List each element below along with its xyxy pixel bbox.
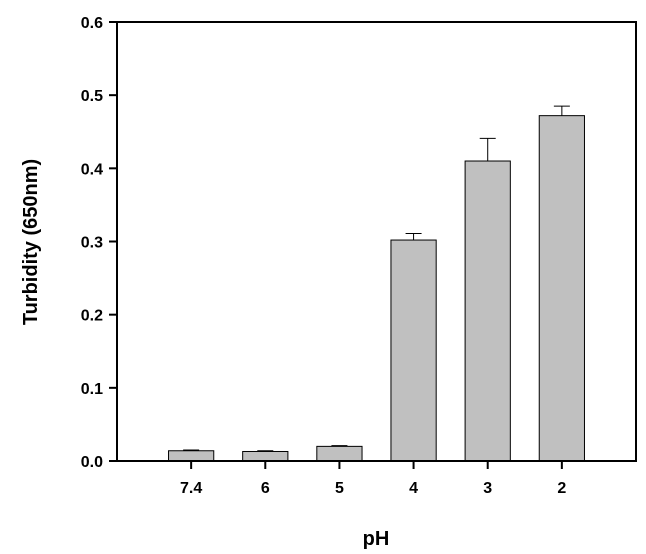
y-tick-label: 0.2 xyxy=(81,308,103,325)
y-tick-label: 0.1 xyxy=(81,381,103,398)
y-tick-label: 0.6 xyxy=(81,15,103,32)
x-tick-label: 5 xyxy=(335,480,344,497)
bars-group xyxy=(168,115,585,462)
y-axis: 0.0 0.1 0.2 0.3 0.4 0.5 0.6 xyxy=(81,15,117,471)
bar xyxy=(538,115,585,462)
x-tick-label: 7.4 xyxy=(180,480,202,497)
y-axis-title: Turbidity (650nm) xyxy=(20,159,42,325)
x-tick-label: 6 xyxy=(261,480,270,497)
y-tick-label: 0.0 xyxy=(81,454,103,471)
y-tick-label: 0.5 xyxy=(81,88,103,105)
bar xyxy=(316,445,363,462)
x-tick-label: 3 xyxy=(483,480,492,497)
y-tick-label: 0.3 xyxy=(81,235,103,252)
bar xyxy=(168,450,215,462)
x-axis: 7.4 6 5 4 3 2 xyxy=(180,461,566,497)
bar xyxy=(464,160,511,462)
bar xyxy=(390,239,437,462)
error-bars-group xyxy=(183,105,570,452)
x-axis-title: pH xyxy=(363,528,390,550)
x-tick-label: 2 xyxy=(557,480,566,497)
x-tick-label: 4 xyxy=(409,480,418,497)
bar xyxy=(242,450,289,462)
y-tick-label: 0.4 xyxy=(81,161,103,178)
